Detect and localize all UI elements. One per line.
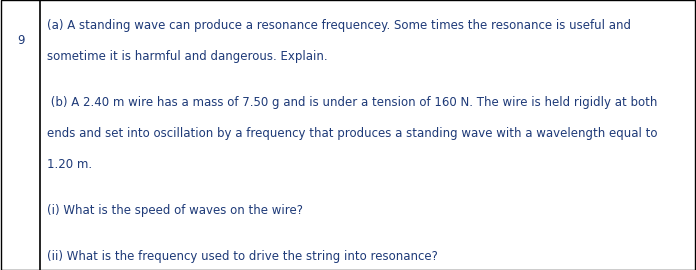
Text: sometime it is harmful and dangerous. Explain.: sometime it is harmful and dangerous. Ex…: [47, 50, 328, 63]
Text: 9: 9: [17, 34, 25, 47]
Text: ends and set into oscillation by a frequency that produces a standing wave with : ends and set into oscillation by a frequ…: [47, 127, 658, 140]
Text: (a) A standing wave can produce a resonance frequencey. Some times the resonance: (a) A standing wave can produce a resona…: [47, 19, 631, 32]
Text: (b) A 2.40 m wire has a mass of 7.50 g and is under a tension of 160 N. The wire: (b) A 2.40 m wire has a mass of 7.50 g a…: [47, 96, 658, 109]
Text: (i) What is the speed of waves on the wire?: (i) What is the speed of waves on the wi…: [47, 204, 303, 217]
Text: 1.20 m.: 1.20 m.: [47, 158, 93, 171]
Text: (ii) What is the frequency used to drive the string into resonance?: (ii) What is the frequency used to drive…: [47, 250, 438, 263]
